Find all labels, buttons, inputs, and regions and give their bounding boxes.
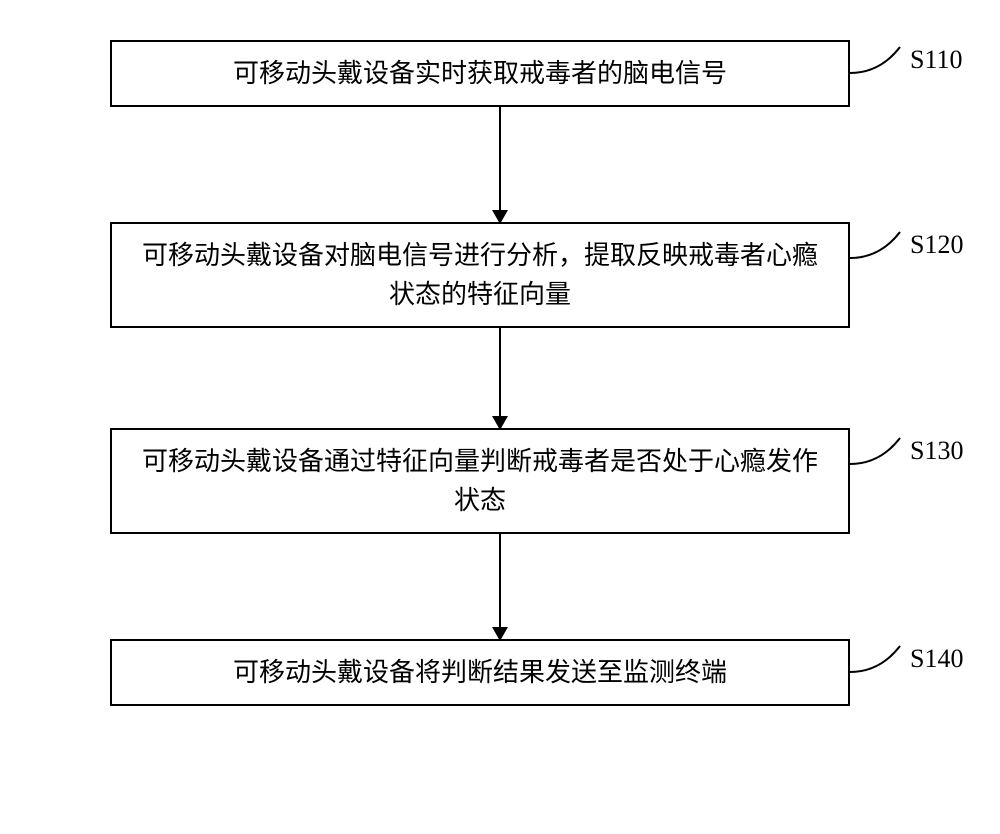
label-connector-s140: S140 [850,644,963,674]
curve-icon [850,230,905,260]
node-label-s110: S110 [910,45,963,75]
arrow-icon [499,107,501,222]
node-wrapper-s130: 可移动头戴设备通过特征向量判断戒毒者是否处于心瘾发作状态 S130 [60,428,940,534]
flowchart-node-s140: 可移动头戴设备将判断结果发送至监测终端 [110,639,850,706]
node-text-s140: 可移动头戴设备将判断结果发送至监测终端 [233,653,727,692]
flowchart-node-s110: 可移动头戴设备实时获取戒毒者的脑电信号 [110,40,850,107]
curve-icon [850,45,905,75]
node-text-s130: 可移动头戴设备通过特征向量判断戒毒者是否处于心瘾发作状态 [132,442,828,520]
arrow-container-2 [80,328,920,428]
flowchart-node-s130: 可移动头戴设备通过特征向量判断戒毒者是否处于心瘾发作状态 [110,428,850,534]
arrow-container-1 [80,107,920,222]
arrow-icon [499,534,501,639]
flowchart-node-s120: 可移动头戴设备对脑电信号进行分析，提取反映戒毒者心瘾状态的特征向量 [110,222,850,328]
label-connector-s130: S130 [850,436,963,466]
flowchart-container: 可移动头戴设备实时获取戒毒者的脑电信号 S110 可移动头戴设备对脑电信号进行分… [60,40,940,706]
node-label-s140: S140 [910,644,963,674]
node-wrapper-s140: 可移动头戴设备将判断结果发送至监测终端 S140 [60,639,940,706]
curve-icon [850,644,905,674]
arrow-container-3 [80,534,920,639]
node-text-s120: 可移动头戴设备对脑电信号进行分析，提取反映戒毒者心瘾状态的特征向量 [132,236,828,314]
node-text-s110: 可移动头戴设备实时获取戒毒者的脑电信号 [233,54,727,93]
node-wrapper-s110: 可移动头戴设备实时获取戒毒者的脑电信号 S110 [60,40,940,107]
curve-icon [850,436,905,466]
label-connector-s110: S110 [850,45,963,75]
node-wrapper-s120: 可移动头戴设备对脑电信号进行分析，提取反映戒毒者心瘾状态的特征向量 S120 [60,222,940,328]
node-label-s120: S120 [910,230,963,260]
node-label-s130: S130 [910,436,963,466]
arrow-icon [499,328,501,428]
label-connector-s120: S120 [850,230,963,260]
